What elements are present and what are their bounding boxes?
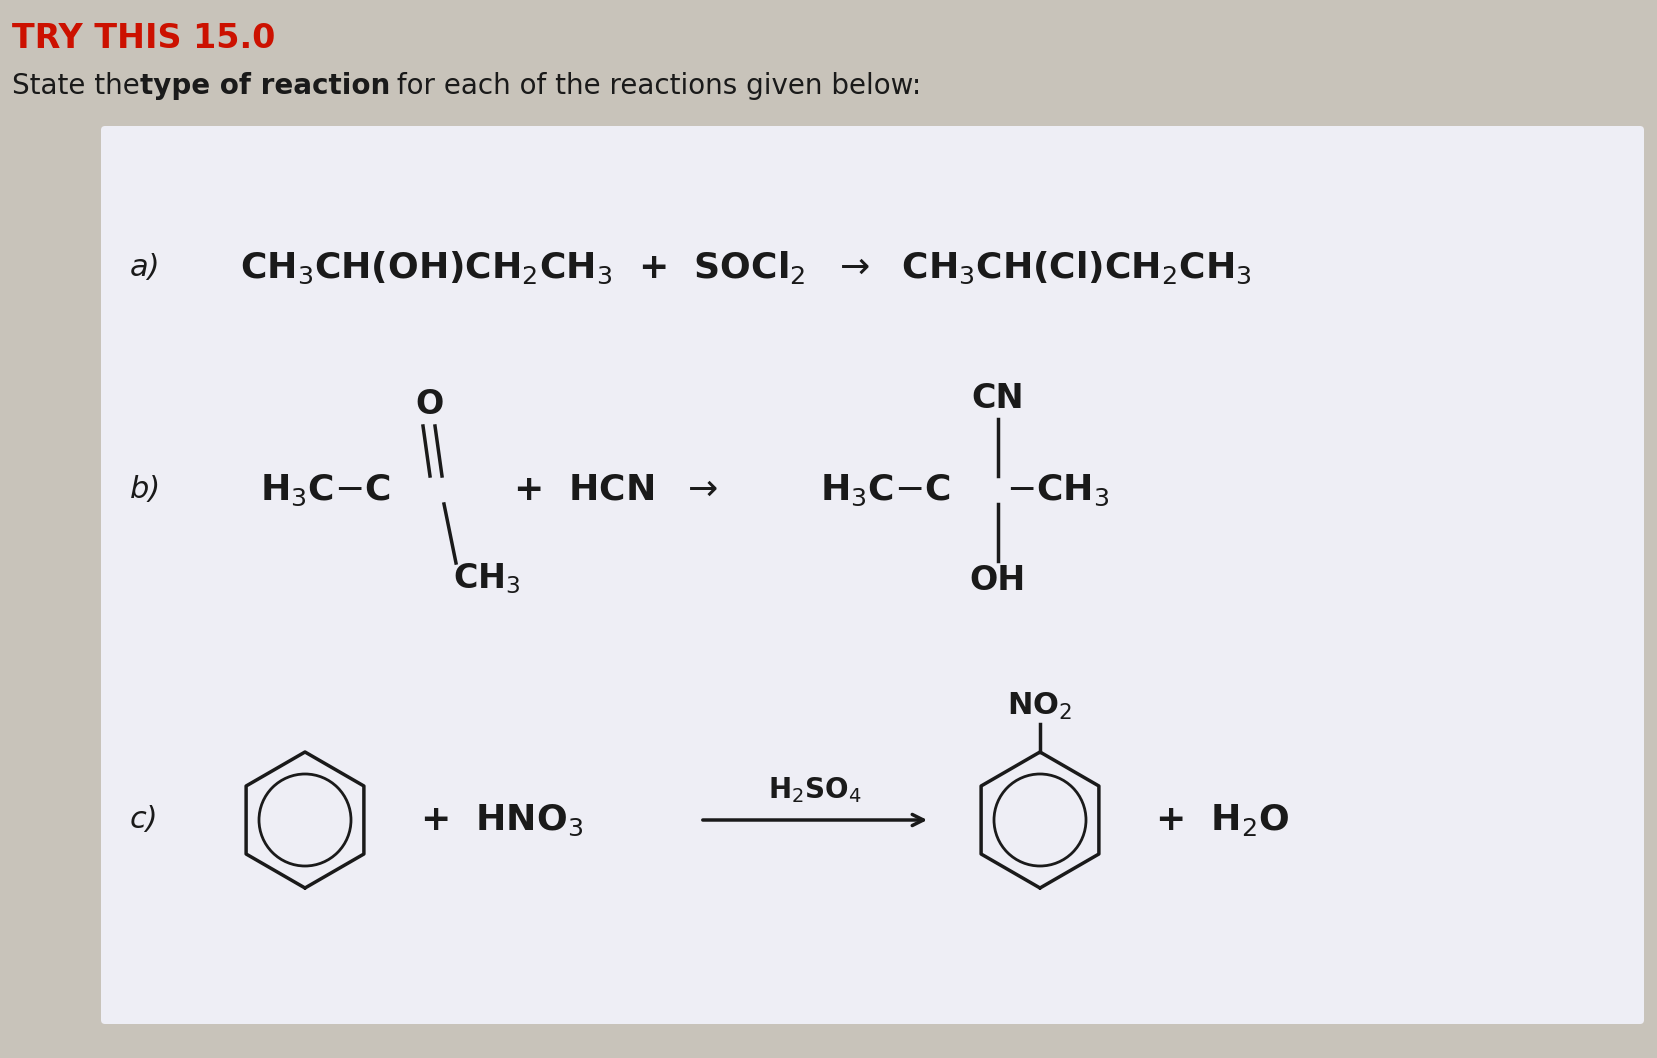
Text: H$_3$C$-$C: H$_3$C$-$C [820,472,949,508]
Text: type of reaction: type of reaction [139,72,389,101]
Text: H$_3$C$-$C: H$_3$C$-$C [260,472,391,508]
Text: b): b) [129,475,161,505]
Text: TRY THIS 15.0: TRY THIS 15.0 [12,22,275,55]
Text: H$_2$SO$_4$: H$_2$SO$_4$ [767,776,862,805]
Text: O: O [416,387,444,420]
Text: CN: CN [971,383,1024,416]
Text: NO$_2$: NO$_2$ [1007,691,1072,722]
Text: CH$_3$: CH$_3$ [452,562,520,597]
FancyBboxPatch shape [101,126,1644,1024]
Text: State the: State the [12,72,149,101]
Text: for each of the reactions given below:: for each of the reactions given below: [388,72,921,101]
Text: +  HNO$_3$: + HNO$_3$ [394,802,583,838]
Text: $-$CH$_3$: $-$CH$_3$ [1006,472,1109,508]
Text: OH: OH [969,565,1026,598]
Text: a): a) [129,254,161,282]
Text: +  HCN  $\rightarrow$: + HCN $\rightarrow$ [487,473,717,507]
Text: +  H$_2$O: + H$_2$O [1130,802,1289,838]
Text: c): c) [129,805,159,835]
Text: CH$_3$CH(OH)CH$_2$CH$_3$  +  SOCl$_2$  $\rightarrow$  CH$_3$CH(Cl)CH$_2$CH$_3$: CH$_3$CH(OH)CH$_2$CH$_3$ + SOCl$_2$ $\ri… [240,250,1251,286]
